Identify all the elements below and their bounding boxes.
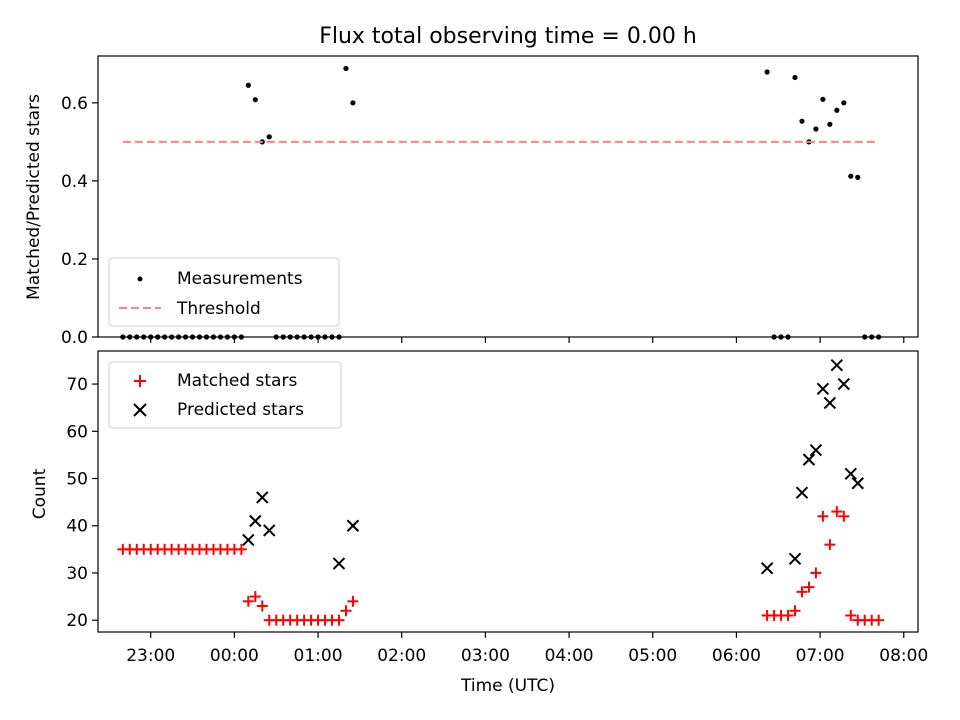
x-tick-label: 04:00 [545, 646, 594, 666]
matched-stars-point [347, 595, 359, 607]
x-tick-label: 06:00 [712, 646, 761, 666]
top-ticks: 0.0 0.2 0.4 0.6 [61, 94, 905, 348]
measurements-point [343, 65, 349, 72]
predicted-stars-point [844, 467, 857, 480]
x-tick-label: 23:00 [126, 646, 175, 666]
legend-matched-marker [134, 375, 146, 387]
predicted-stars-point [795, 486, 809, 499]
matched-stars-point [796, 586, 808, 598]
matched-stars-point [803, 581, 815, 593]
top-axes-frame [97, 55, 919, 338]
matched-stars-point [235, 543, 247, 555]
bottom-plot: 20 30 40 50 60 70 23:00 00:00 01:00 02:00 03:00 04:… [30, 350, 928, 696]
measurements-point [792, 74, 798, 81]
x-tick-label: 02:00 [377, 646, 426, 666]
top-y-tick-label: 0.4 [61, 172, 88, 192]
measurements-point [799, 118, 805, 124]
legend-threshold-label: Threshold [176, 299, 261, 319]
legend-matched-label: Matched stars [177, 371, 297, 391]
chart-title: Flux total observing time = 0.00 h [319, 24, 697, 49]
top-legend-box [108, 257, 340, 327]
top-y-tick-label: 0.2 [61, 250, 88, 270]
predicted-stars-point [346, 519, 360, 532]
matched-stars-point [782, 609, 794, 621]
measurements-point [834, 107, 840, 113]
predicted-stars-point [809, 443, 823, 457]
predicted-stars-point [837, 377, 851, 391]
bottom-y-tick-label: 40 [66, 517, 88, 537]
measurements-point [841, 100, 847, 106]
x-tick-label: 07:00 [796, 646, 845, 666]
predicted-stars-point [249, 514, 262, 528]
measurements-point [848, 173, 854, 179]
bottom-axes-frame [97, 350, 919, 633]
x-tick-label: 03:00 [461, 646, 510, 666]
bottom-y-tick-label: 20 [66, 611, 88, 631]
bottom-data-layer [117, 358, 885, 626]
measurements-point [827, 121, 833, 127]
matched-stars-point [333, 614, 345, 626]
bottom-legend: Matched stars Predicted stars [108, 361, 342, 429]
matched-stars-point [789, 605, 801, 617]
measurements-point [764, 69, 770, 75]
top-y-axis-label: Matched/Predicted stars [24, 94, 44, 300]
matched-stars-point [845, 609, 857, 621]
bottom-y-tick-label: 30 [66, 564, 88, 584]
legend-measurements-marker [137, 276, 143, 282]
predicted-stars-point [823, 396, 837, 410]
predicted-stars-point [242, 533, 255, 547]
bottom-y-tick-label: 60 [66, 422, 88, 442]
matched-stars-point [873, 614, 885, 626]
measurements-point [350, 100, 356, 106]
predicted-stars-point [851, 477, 864, 490]
matched-stars-point [340, 605, 352, 617]
x-tick-label: 01:00 [294, 646, 343, 666]
predicted-stars-point [332, 557, 346, 570]
predicted-stars-point [263, 524, 276, 537]
bottom-ticks: 20 30 40 50 60 70 23:00 00:00 01:00 02:00 03:00 04:… [66, 375, 928, 666]
matched-stars-point [256, 600, 268, 612]
matched-stars-point [810, 567, 822, 579]
bottom-y-tick-label: 50 [66, 470, 88, 490]
matched-stars-point [249, 591, 261, 603]
top-y-tick-label: 0.6 [61, 94, 88, 114]
matched-stars-point [824, 539, 836, 551]
predicted-stars-point [760, 562, 774, 575]
predicted-stars-point [256, 491, 269, 504]
bottom-y-tick-label: 70 [66, 375, 88, 395]
legend-predicted-marker [133, 403, 147, 417]
x-tick-label: 08:00 [879, 646, 928, 666]
measurements-point [820, 96, 826, 102]
matched-stars-point [831, 506, 843, 518]
predicted-stars-point [802, 453, 816, 466]
bottom-y-axis-label: Count [30, 468, 50, 519]
top-legend: Measurements Threshold [108, 257, 340, 327]
predicted-stars-point [788, 552, 802, 566]
measurements-point [813, 126, 819, 132]
predicted-stars-point [830, 358, 844, 372]
measurements-point [266, 134, 272, 140]
predicted-stars-point [816, 382, 830, 395]
matched-stars-point [817, 510, 829, 522]
top-plot: 0.0 0.2 0.4 0.6 Matched/Predicted stars Mea… [24, 55, 919, 348]
matched-stars-point [242, 595, 254, 607]
bottom-legend-box [108, 361, 342, 429]
legend-predicted-label: Predicted stars [177, 400, 304, 420]
measurements-point [855, 174, 861, 180]
x-tick-label: 00:00 [210, 646, 259, 666]
x-tick-label: 05:00 [628, 646, 677, 666]
x-axis-label: Time (UTC) [460, 676, 555, 696]
legend-measurements-label: Measurements [177, 269, 303, 289]
top-y-tick-label: 0.0 [61, 328, 88, 348]
measurements-point [245, 82, 251, 88]
matched-stars-point [838, 510, 850, 522]
measurements-point [252, 97, 258, 103]
